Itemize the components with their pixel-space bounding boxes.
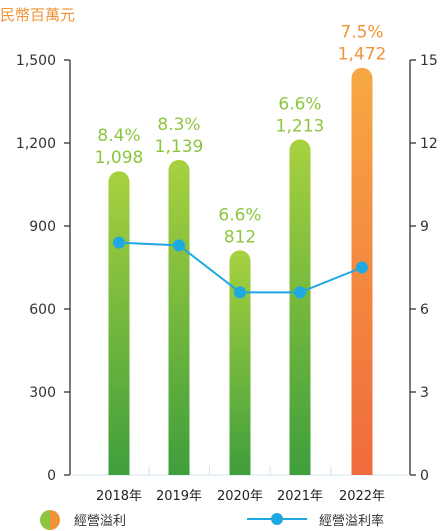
margin-value-label: 8.4% (97, 126, 140, 146)
margin-point (234, 286, 246, 299)
legend-bar-swatch (40, 510, 60, 530)
x-tick-label: 2021年 (277, 489, 323, 504)
legend-bar: 經營溢利 (38, 508, 126, 530)
x-tick-label: 2018年 (96, 489, 142, 504)
margin-value-label: 6.6% (218, 205, 261, 225)
bar-value-label: 1,139 (155, 137, 204, 157)
left-tick-label: 900 (29, 219, 56, 235)
left-tick-label: 600 (29, 302, 56, 318)
legend-line: 經營溢利率 (247, 508, 384, 530)
right-tick-label: 3 (420, 385, 429, 401)
bar-value-label: 1,472 (338, 45, 387, 65)
unit-label: 民幣百萬元 (0, 6, 76, 24)
bar (229, 250, 251, 475)
legend-bar-label: 經營溢利 (74, 513, 127, 529)
bar-value-label: 1,098 (95, 148, 144, 168)
bar (168, 159, 190, 476)
right-tick-label: 15 (420, 53, 438, 69)
x-tick-label: 2020年 (217, 489, 263, 504)
margin-point (294, 286, 306, 299)
left-tick-label: 300 (29, 385, 56, 401)
bars (108, 67, 373, 476)
bar (108, 171, 130, 475)
margin-point (173, 239, 185, 252)
legend-line-label: 經營溢利率 (319, 513, 385, 529)
margin-point (113, 236, 125, 249)
margin-point (356, 261, 368, 274)
margin-line (113, 236, 368, 299)
legend-line-swatch (247, 513, 307, 525)
bar-value-label: 812 (224, 227, 256, 247)
margin-value-label: 8.3% (157, 115, 200, 135)
x-tick-label: 2022年 (339, 489, 385, 504)
left-tick-label: 1,200 (16, 136, 56, 152)
right-tick-label: 6 (420, 302, 429, 318)
data-labels: 1,0988.4%1,1398.3%8126.6%1,2136.6%1,4727… (95, 23, 387, 248)
axes: 0 300 600 900 1,200 1,500 0 3 6 9 12 15 2018年 2019年 20… (16, 53, 438, 504)
right-tick-label: 12 (420, 136, 438, 152)
bar (289, 139, 311, 476)
left-tick-label: 1,500 (16, 53, 56, 69)
bar-value-label: 1,213 (276, 116, 325, 136)
margin-value-label: 6.6% (278, 94, 321, 114)
margin-value-label: 7.5% (340, 23, 383, 43)
right-tick-label: 9 (420, 219, 429, 235)
x-tick-label: 2019年 (156, 489, 202, 504)
left-tick-label: 0 (47, 468, 56, 484)
right-tick-label: 0 (420, 468, 429, 484)
